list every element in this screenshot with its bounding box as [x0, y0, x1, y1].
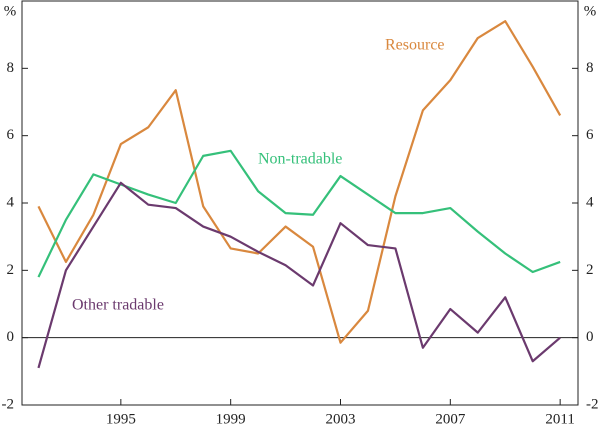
- x-tick-label: 1999: [216, 411, 246, 427]
- y-tick-label: 4: [7, 194, 15, 210]
- series-line: [37, 181, 561, 369]
- series-line: [37, 20, 562, 344]
- x-tick-label: 2007: [435, 411, 466, 427]
- x-tick-label: 2003: [325, 411, 355, 427]
- y2-tick-label: 0: [586, 329, 594, 345]
- series-line: [37, 149, 561, 278]
- series-label: Resource: [385, 37, 445, 54]
- x-tick-label: 1995: [106, 411, 136, 427]
- series-label: Other tradable: [72, 297, 164, 314]
- y-tick-label: -2: [2, 396, 15, 412]
- y-tick-label: 0: [7, 329, 15, 345]
- y-tick-label: 2: [7, 262, 15, 278]
- y2-tick-label: 4: [586, 194, 594, 210]
- series-label: Non-tradable: [258, 151, 342, 168]
- y-tick-label: 8: [7, 60, 15, 76]
- y2-axis-label: %: [584, 3, 597, 19]
- y2-tick-label: 2: [586, 262, 594, 278]
- y2-tick-label: 8: [586, 60, 594, 76]
- y2-tick-label: 6: [586, 127, 594, 143]
- y-tick-label: 6: [7, 127, 15, 143]
- y-axis-label: %: [4, 3, 17, 19]
- y2-tick-label: -2: [586, 396, 599, 412]
- x-tick-label: 2011: [545, 411, 574, 427]
- plot-frame: [21, 0, 579, 406]
